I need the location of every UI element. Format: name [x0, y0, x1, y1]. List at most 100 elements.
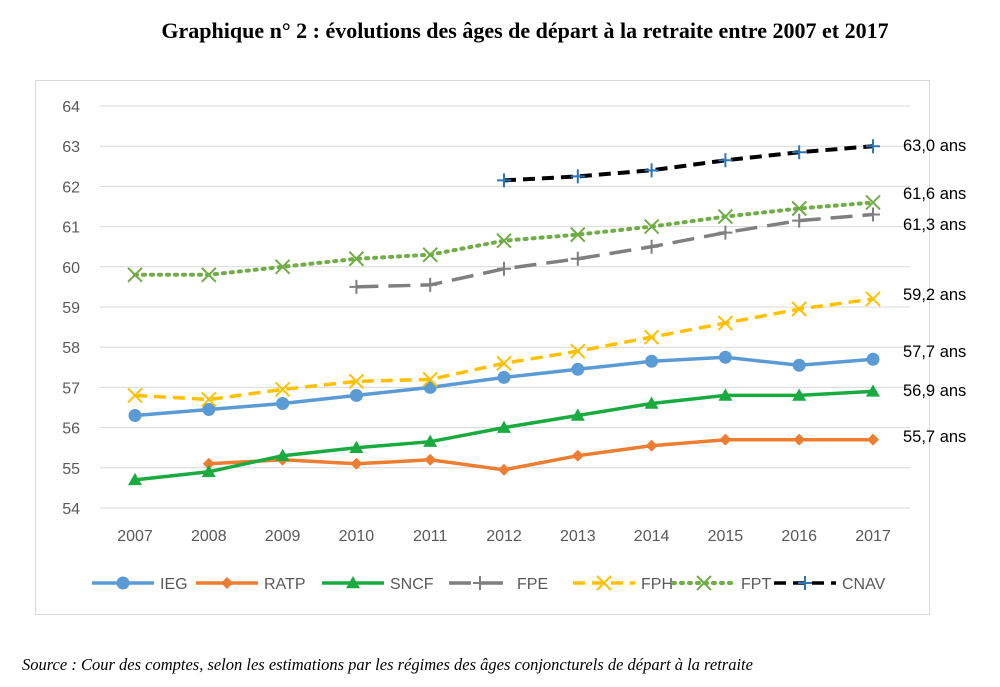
data-point-ratp: [867, 433, 879, 446]
data-point-fpt: [570, 226, 586, 243]
data-point-sncf: [128, 472, 142, 486]
data-point-ieg: [128, 409, 142, 423]
x-axis-ticks: 2007 2008 2009 2010 2011 2012 2013 2014 2015 2016…: [117, 528, 891, 545]
data-point-sncf: [718, 388, 733, 401]
data-point-fpt: [865, 194, 881, 211]
x-tick-label: 2012: [486, 528, 522, 545]
series-ieg: [128, 350, 880, 423]
legend-marker-cnav: [798, 576, 812, 590]
data-point-fpe: [644, 239, 659, 254]
series-fpt: [127, 194, 881, 283]
data-point-fpt: [643, 218, 660, 235]
legend-label-fph: FPH: [641, 576, 673, 593]
legend-marker-fph: [596, 575, 612, 591]
data-point-fph: [865, 291, 881, 307]
data-point-sncf: [866, 384, 880, 397]
series-cnav: [497, 139, 880, 188]
y-axis-ticks: 54 55 56 57 58 59 60 61 62 63 64: [62, 99, 80, 518]
data-point-fpt: [348, 251, 365, 267]
data-point-ratp: [719, 433, 732, 446]
y-tick-label: 61: [62, 220, 80, 237]
legend-item-sncf: SNCF: [322, 576, 434, 593]
legend-item-ieg: IEG: [92, 576, 188, 593]
legend-label-fpt: FPT: [741, 576, 771, 593]
data-point-cnav: [497, 173, 511, 188]
series-line-cnav: [503, 144, 874, 183]
x-tick-label: 2013: [560, 528, 596, 545]
legend-label-ratp: RATP: [264, 576, 305, 593]
data-point-sncf: [792, 388, 807, 401]
data-point-sncf: [201, 464, 216, 478]
data-point-sncf: [497, 420, 511, 433]
data-point-fpt: [127, 267, 143, 283]
data-point-ratp: [350, 457, 363, 470]
data-point-ieg: [202, 403, 216, 417]
data-point-sncf: [349, 440, 364, 453]
legend-label-fpe: FPE: [517, 576, 548, 593]
y-tick-label: 58: [62, 340, 80, 357]
data-point-sncf: [644, 396, 659, 409]
data-point-fpt: [717, 208, 734, 225]
data-point-fpt: [422, 247, 438, 263]
end-label-ratp: 55,7 ans: [903, 428, 966, 446]
y-tick-label: 60: [62, 260, 80, 277]
series-line-fph: [134, 297, 874, 402]
chart-frame: [35, 80, 930, 615]
legend-item-ratp: RATP: [196, 576, 305, 593]
data-point-fph: [496, 355, 512, 371]
y-tick-label: 64: [62, 99, 80, 116]
legend-label-sncf: SNCF: [390, 576, 434, 593]
data-point-fpe: [718, 225, 733, 240]
data-point-fph: [348, 373, 365, 390]
data-point-fpt: [201, 267, 217, 283]
x-tick-label: 2014: [634, 528, 670, 545]
y-tick-label: 59: [62, 300, 80, 317]
data-point-fpe: [866, 207, 880, 222]
data-point-ieg: [349, 388, 363, 402]
x-tick-label: 2009: [265, 528, 301, 545]
x-tick-label: 2015: [708, 528, 744, 545]
x-tick-label: 2007: [117, 528, 153, 545]
x-tick-label: 2017: [855, 528, 891, 545]
source-note: Source : Cour des comptes, selon les est…: [22, 655, 753, 674]
data-point-fpe: [792, 213, 807, 228]
data-point-cnav: [866, 139, 880, 154]
y-tick-label: 63: [62, 139, 80, 156]
data-point-fpe: [570, 251, 585, 266]
y-tick-label: 54: [62, 501, 80, 518]
data-point-cnav: [718, 153, 733, 168]
series-line-fpe: [356, 212, 874, 289]
end-label-fpt: 61,6 ans: [903, 185, 966, 203]
legend-marker-fpe: [473, 576, 487, 590]
data-point-fph: [274, 381, 291, 398]
legend-label-cnav: CNAV: [842, 576, 886, 593]
data-point-cnav: [792, 145, 807, 160]
chart-title: Graphique n° 2 : évolutions des âges de …: [161, 18, 889, 43]
data-point-fpt: [791, 200, 807, 217]
data-point-ieg: [423, 380, 437, 394]
data-point-ratp: [571, 449, 584, 462]
series-group: [127, 139, 881, 486]
end-labels: 57,7 ans 55,7 ans 56,9 ans 61,3 ans 59,2 ans…: [903, 137, 966, 446]
data-point-sncf: [275, 448, 290, 461]
data-point-ratp: [202, 457, 215, 470]
legend-marker-ieg: [116, 576, 130, 590]
data-point-ieg: [718, 350, 732, 364]
data-point-ieg: [497, 370, 511, 384]
end-label-ieg: 57,7 ans: [903, 343, 966, 361]
y-tick-label: 56: [62, 421, 80, 438]
x-tick-label: 2016: [781, 528, 817, 545]
x-tick-label: 2011: [413, 528, 448, 545]
series-line-ratp: [208, 437, 873, 472]
end-label-sncf: 56,9 ans: [903, 382, 966, 400]
data-point-fpt: [496, 232, 512, 249]
series-sncf: [128, 384, 880, 486]
legend-marker-fpt: [696, 575, 712, 591]
gridlines: [100, 105, 910, 509]
data-point-ratp: [424, 453, 437, 466]
data-point-ieg: [866, 352, 880, 366]
data-point-fph: [127, 387, 143, 404]
legend-item-fph: FPH: [573, 575, 673, 593]
data-point-ieg: [645, 354, 659, 368]
data-point-fph: [791, 301, 807, 317]
